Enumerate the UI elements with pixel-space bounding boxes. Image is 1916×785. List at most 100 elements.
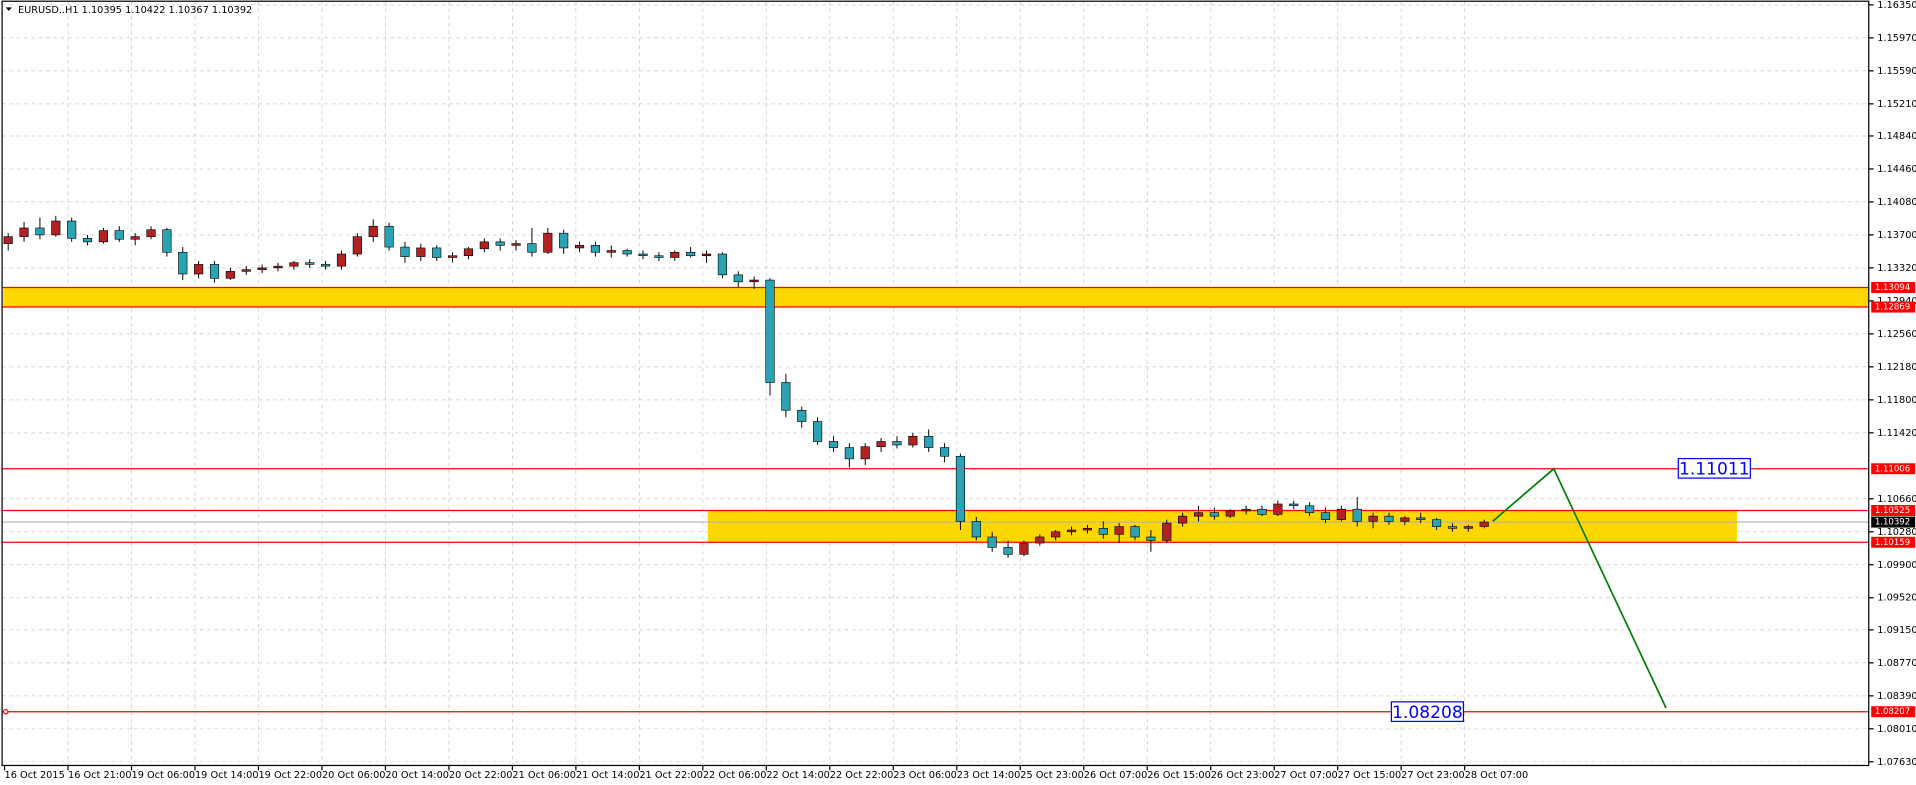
candle-body — [67, 220, 77, 239]
candle-body — [225, 271, 235, 279]
candle-body — [178, 251, 188, 275]
candle-body — [924, 435, 934, 448]
candle-body — [527, 243, 537, 253]
x-tick-label: 27 Oct 23:00 — [1401, 770, 1465, 781]
x-tick-label: 23 Oct 06:00 — [893, 770, 957, 781]
y-tick-label: 1.10660 — [1877, 494, 1916, 505]
y-tick-label: 1.07630 — [1877, 757, 1916, 768]
x-tick-label: 16 Oct 2015 — [5, 770, 65, 781]
candle-body — [51, 220, 61, 236]
candle-body — [146, 229, 156, 237]
y-tick-label: 1.08770 — [1877, 658, 1916, 669]
y-tick-label: 1.08010 — [1877, 724, 1916, 735]
candle-body — [114, 230, 124, 240]
candle-body — [1193, 512, 1204, 517]
x-tick-label: 19 Oct 14:00 — [195, 770, 259, 781]
level-label: 1.11006 — [1875, 464, 1910, 474]
candle-body — [686, 251, 696, 257]
price-annotation-box — [1390, 701, 1465, 723]
grid — [2, 1, 1869, 766]
price-annotation-box — [1677, 457, 1751, 479]
candle-body — [590, 245, 600, 253]
candle-body — [1289, 503, 1299, 507]
menu-arrow[interactable] — [5, 7, 12, 11]
y-tick-label: 1.11420 — [1877, 428, 1916, 439]
candle-body — [876, 441, 886, 448]
x-tick-label: 26 Oct 07:00 — [1084, 770, 1148, 781]
level-anchor — [2, 708, 9, 715]
candle-body — [384, 225, 394, 248]
candle-body — [35, 227, 45, 236]
candle-body — [1368, 515, 1378, 522]
candle-body — [1400, 517, 1410, 522]
candle-body — [1114, 526, 1124, 535]
candle-body — [336, 253, 347, 267]
x-tick-label: 26 Oct 15:00 — [1147, 770, 1211, 781]
candle-body — [1146, 536, 1156, 541]
x-tick-label: 19 Oct 22:00 — [258, 770, 322, 781]
y-tick-label: 1.14080 — [1877, 197, 1916, 208]
candle-body — [797, 409, 807, 422]
candle-body — [273, 265, 283, 269]
candle-body — [162, 229, 172, 253]
candle-body — [781, 382, 791, 411]
x-tick-label: 22 Oct 06:00 — [703, 770, 767, 781]
candle-body — [416, 247, 426, 257]
candle-body — [813, 421, 823, 442]
candle-body — [1003, 547, 1013, 555]
candle-body — [194, 264, 204, 275]
candle-body — [321, 264, 331, 267]
candle-body — [1035, 536, 1045, 544]
price-annotation: 1.08208 — [1392, 703, 1463, 723]
candle-body — [19, 227, 29, 237]
y-tick-label: 1.09150 — [1877, 625, 1916, 636]
candle-body — [1019, 542, 1029, 555]
plot-border — [1, 0, 1870, 767]
candle-body — [289, 262, 299, 267]
level-label-box — [1871, 516, 1916, 528]
y-tick-label: 1.14840 — [1877, 131, 1916, 142]
level-label-box — [1871, 505, 1916, 517]
candle-body — [463, 248, 474, 257]
y-tick-label: 1.15210 — [1877, 99, 1916, 110]
x-tick-label: 22 Oct 22:00 — [830, 770, 894, 781]
candle-body — [209, 264, 220, 279]
candle-body — [400, 246, 410, 257]
candle-body — [368, 225, 378, 237]
y-tick-label: 1.12940 — [1877, 296, 1916, 307]
y-tick-label: 1.09520 — [1877, 593, 1916, 604]
candle-body — [971, 521, 981, 538]
level-label-box — [1871, 536, 1916, 548]
candle-body — [1447, 526, 1458, 529]
candle-body — [1320, 512, 1331, 520]
candle-body — [955, 455, 966, 522]
level-label: 1.10392 — [1875, 518, 1910, 528]
y-tick-label: 1.11800 — [1877, 395, 1916, 406]
candle-body — [1162, 522, 1172, 541]
candle-body — [1178, 515, 1188, 524]
candle-body — [987, 536, 997, 548]
y-tick-label: 1.09900 — [1877, 560, 1916, 571]
candle-body — [1463, 526, 1473, 529]
y-tick-label: 1.15590 — [1877, 66, 1916, 77]
zone — [3, 287, 1869, 308]
level-label: 1.13094 — [1875, 283, 1910, 293]
candle-body — [765, 279, 775, 383]
x-tick-label: 19 Oct 06:00 — [131, 770, 195, 781]
candle-body — [1241, 508, 1251, 512]
candle-body — [1336, 508, 1346, 520]
x-tick-label: 21 Oct 14:00 — [576, 770, 640, 781]
x-tick-label: 28 Oct 07:00 — [1465, 770, 1529, 781]
candles — [3, 215, 1489, 558]
candle-body — [1082, 527, 1092, 531]
level-label-box — [1871, 706, 1916, 718]
candle-body — [1352, 508, 1362, 522]
x-tick-label: 26 Oct 23:00 — [1211, 770, 1275, 781]
candle-body — [574, 245, 585, 249]
candle-body — [559, 232, 569, 249]
candle-body — [701, 253, 712, 257]
candle-body — [1066, 529, 1077, 533]
candle-body — [939, 447, 950, 457]
